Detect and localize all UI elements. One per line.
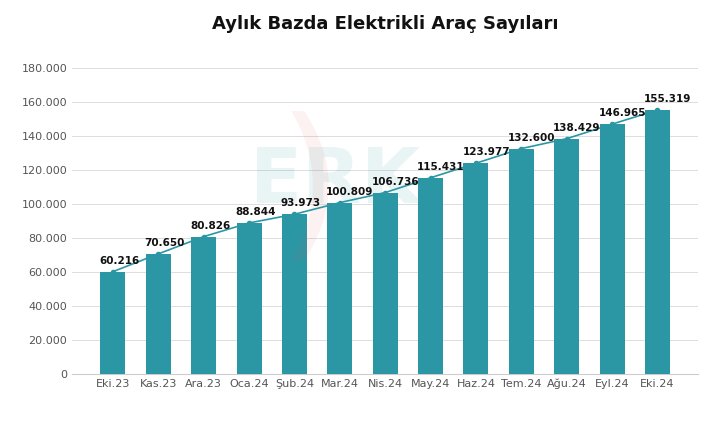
Text: 123.977: 123.977 <box>462 147 510 157</box>
Bar <box>645 110 670 374</box>
Bar <box>600 124 624 374</box>
Bar <box>509 149 534 374</box>
Bar <box>237 223 261 374</box>
Bar <box>146 254 171 374</box>
Text: 100.809: 100.809 <box>326 187 374 197</box>
Text: 70.650: 70.650 <box>145 238 185 248</box>
Text: ): ) <box>277 110 343 273</box>
Text: 106.736: 106.736 <box>372 177 419 187</box>
Text: 93.973: 93.973 <box>281 198 321 208</box>
Bar <box>282 214 307 374</box>
Text: 132.600: 132.600 <box>508 133 555 143</box>
Text: 88.844: 88.844 <box>235 207 276 217</box>
Bar <box>418 178 443 374</box>
Title: Aylık Bazda Elektrikli Araç Sayıları: Aylık Bazda Elektrikli Araç Sayıları <box>212 14 559 33</box>
Text: 115.431: 115.431 <box>417 162 464 172</box>
Bar <box>554 139 579 374</box>
Text: 146.965: 146.965 <box>598 108 646 118</box>
Bar <box>464 163 488 374</box>
Text: ERK: ERK <box>250 145 420 219</box>
Text: 138.429: 138.429 <box>553 123 600 133</box>
Bar <box>101 272 125 374</box>
Text: 80.826: 80.826 <box>190 221 230 231</box>
Bar <box>192 237 216 374</box>
Bar <box>373 193 397 374</box>
Text: 60.216: 60.216 <box>99 256 140 266</box>
Text: 155.319: 155.319 <box>644 94 691 104</box>
Bar <box>328 203 352 374</box>
